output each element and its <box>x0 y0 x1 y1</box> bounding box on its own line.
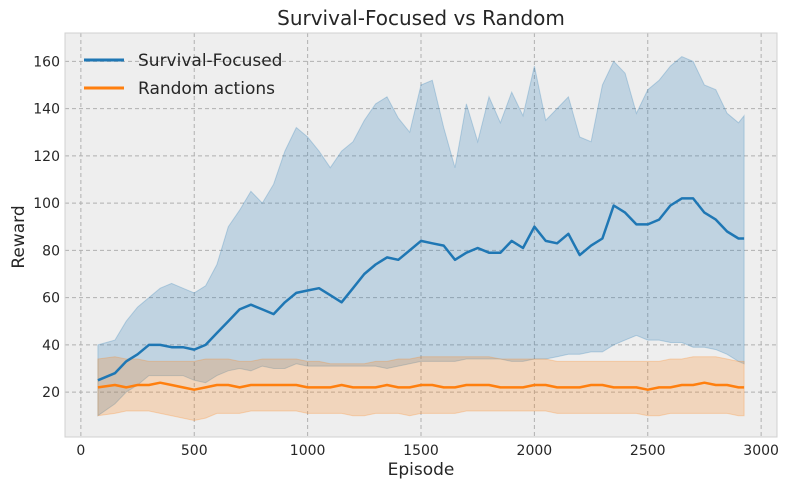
x-tick-label: 2000 <box>517 443 553 459</box>
y-tick-label: 40 <box>42 338 60 354</box>
y-tick-label: 60 <box>42 291 60 307</box>
band-random-actions <box>97 356 745 422</box>
grid <box>65 33 777 437</box>
chart-title: Survival-Focused vs Random <box>277 6 565 30</box>
band-survival-focused <box>97 56 745 417</box>
y-tick-label: 140 <box>33 102 60 118</box>
legend: Survival-Focused Random actions <box>84 51 282 99</box>
x-tick-label: 0 <box>76 443 85 459</box>
y-axis-title: Reward <box>9 205 29 268</box>
x-tick-label: 2500 <box>630 443 666 459</box>
confidence-bands <box>97 56 745 422</box>
y-tick-label: 160 <box>33 54 60 70</box>
x-tick-label: 1000 <box>290 443 326 459</box>
series-lines <box>97 197 745 391</box>
x-axis-ticks: 0 500 1000 1500 2000 2500 3000 <box>76 443 779 459</box>
legend-label-random-actions: Random actions <box>138 79 275 99</box>
y-tick-label: 120 <box>33 149 60 165</box>
x-tick-label: 1500 <box>403 443 439 459</box>
y-tick-label: 20 <box>42 385 60 401</box>
x-tick-label: 500 <box>181 443 208 459</box>
legend-label-survival-focused: Survival-Focused <box>138 51 282 71</box>
line-random-actions <box>97 381 745 391</box>
y-tick-label: 80 <box>42 243 60 259</box>
y-tick-label: 100 <box>33 196 60 212</box>
plot-frame <box>64 32 778 438</box>
x-tick-label: 3000 <box>743 443 779 459</box>
line-survival-focused <box>97 197 745 382</box>
x-axis-title: Episode <box>388 460 455 480</box>
y-axis-ticks: 20 40 60 80 100 120 140 160 <box>33 54 60 401</box>
